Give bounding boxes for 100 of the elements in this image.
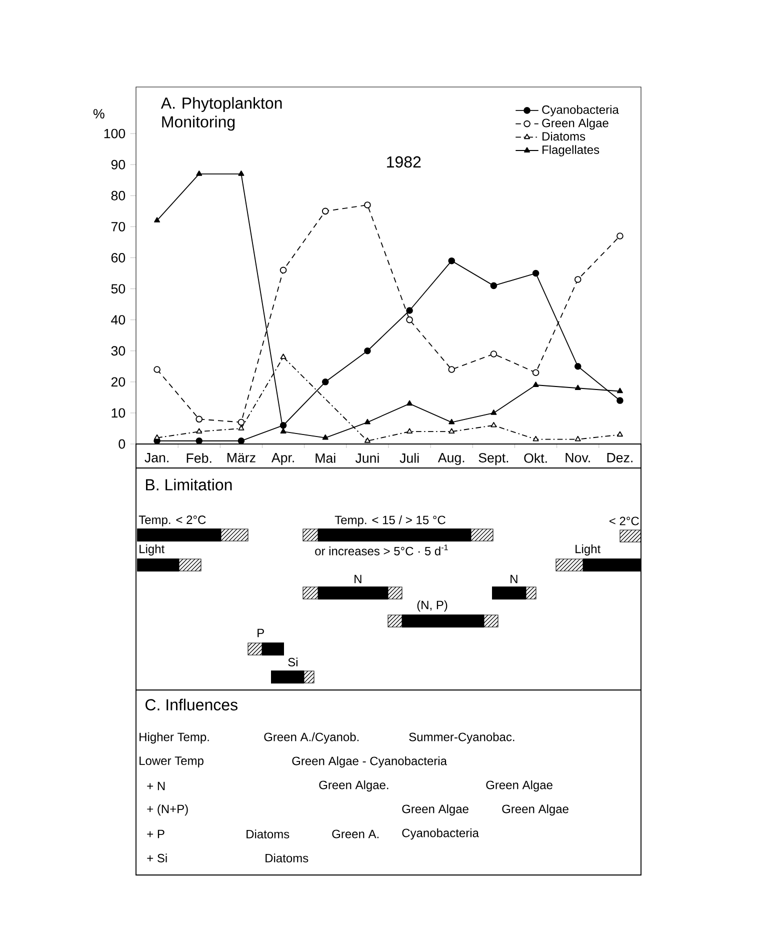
x-tick-label: Dez. [607,453,632,462]
point [574,384,581,390]
y-tick-label: 80 [111,190,126,200]
point [616,431,623,437]
text: + N [147,782,165,790]
legend-label: Green Algae [542,118,608,130]
point [490,282,498,290]
point [406,316,413,324]
point [406,428,413,434]
point [196,170,202,176]
y-tick-label: 30 [111,346,126,356]
x-tick-label: Jan. [144,453,168,462]
point [490,422,497,428]
point [532,369,540,376]
point [280,266,287,274]
x-tick-label: Feb. [186,453,212,463]
text: N [510,574,518,584]
text: Cyanobacteria [402,828,479,840]
point [196,416,203,423]
point [406,400,413,406]
y-tick-label: 10 [112,408,126,418]
y-tick-label: 90 [111,160,126,170]
text: A. Phytoplankton Monitoring [160,97,282,131]
annotation: 1982 [387,156,421,168]
text: Green Algae [486,780,552,792]
legend-label: Cyanobacteria [542,105,619,116]
text: < 2°C [610,516,639,526]
point [490,350,498,358]
y-tick-label: 40 [111,315,126,325]
legend-label: Diatoms [542,132,586,141]
point [448,366,456,373]
x-tick-label: Nov. [566,453,590,462]
point [154,434,160,440]
y-tick-label: 60 [111,253,126,262]
text: + Si [147,854,167,862]
text: P [258,628,264,638]
point [280,428,286,434]
point [238,425,244,430]
point [280,422,287,429]
text: Green Algae [402,804,468,816]
text: Temp. < 2°C [138,516,206,526]
text: Si [288,658,298,666]
x-tick-label: Juli [400,453,419,463]
point [364,202,371,208]
text: or increases > 5°C · 5 d$^{-1}$ [315,544,448,556]
point [238,170,244,176]
point [574,436,581,442]
point [238,437,245,444]
point [616,397,624,404]
point [154,366,160,373]
y-tick-label: 70 [111,222,126,232]
y-axis-title: % [93,109,104,118]
text: Summer-Cyanobac. [409,732,514,744]
text: + (N+P) [147,804,188,816]
x-tick-label: Juni [355,453,379,463]
text: Light [576,544,601,556]
point [448,428,455,434]
x-tick-label: Okt. [524,453,547,463]
x-tick-label: Apr. [271,453,294,465]
point [616,388,623,394]
text: N [354,574,362,584]
text: Higher Temp. [140,732,209,744]
text: C. Influences [146,698,238,710]
y-tick-label: 20 [111,377,126,387]
point [406,307,413,314]
text: Green Algae [502,804,568,816]
point [364,418,370,424]
text: + P [147,830,164,838]
point [364,347,371,354]
point [448,257,456,264]
text: Temp. < 15 / > 15 °C [334,515,446,527]
point [154,217,160,222]
point [574,362,582,370]
text: Diatoms [266,854,308,862]
text: Light [140,544,165,556]
text: (N, P) [417,600,448,612]
point [322,434,328,440]
point [532,382,539,387]
point [196,428,202,434]
y-tick-label: 0 [118,439,126,449]
x-tick-label: Sept. [478,453,508,466]
point [322,208,329,215]
point [196,437,203,444]
point [490,410,497,415]
point [280,354,286,360]
point [532,436,539,442]
text: Green Algae - Cyanobacteria [292,756,447,768]
y-tick-label: 50 [111,284,126,294]
point [574,276,582,283]
point [448,418,455,424]
point [238,418,245,426]
text: Green Algae. [319,780,388,792]
text: B. Limitation [146,478,232,490]
x-tick-label: März [227,453,256,462]
point [616,232,624,240]
text: Lower Temp [140,756,204,768]
text: Diatoms [246,830,290,838]
point [322,378,329,386]
x-tick-label: Mai [316,453,336,463]
text: Green A./Cyanob. [264,732,359,744]
